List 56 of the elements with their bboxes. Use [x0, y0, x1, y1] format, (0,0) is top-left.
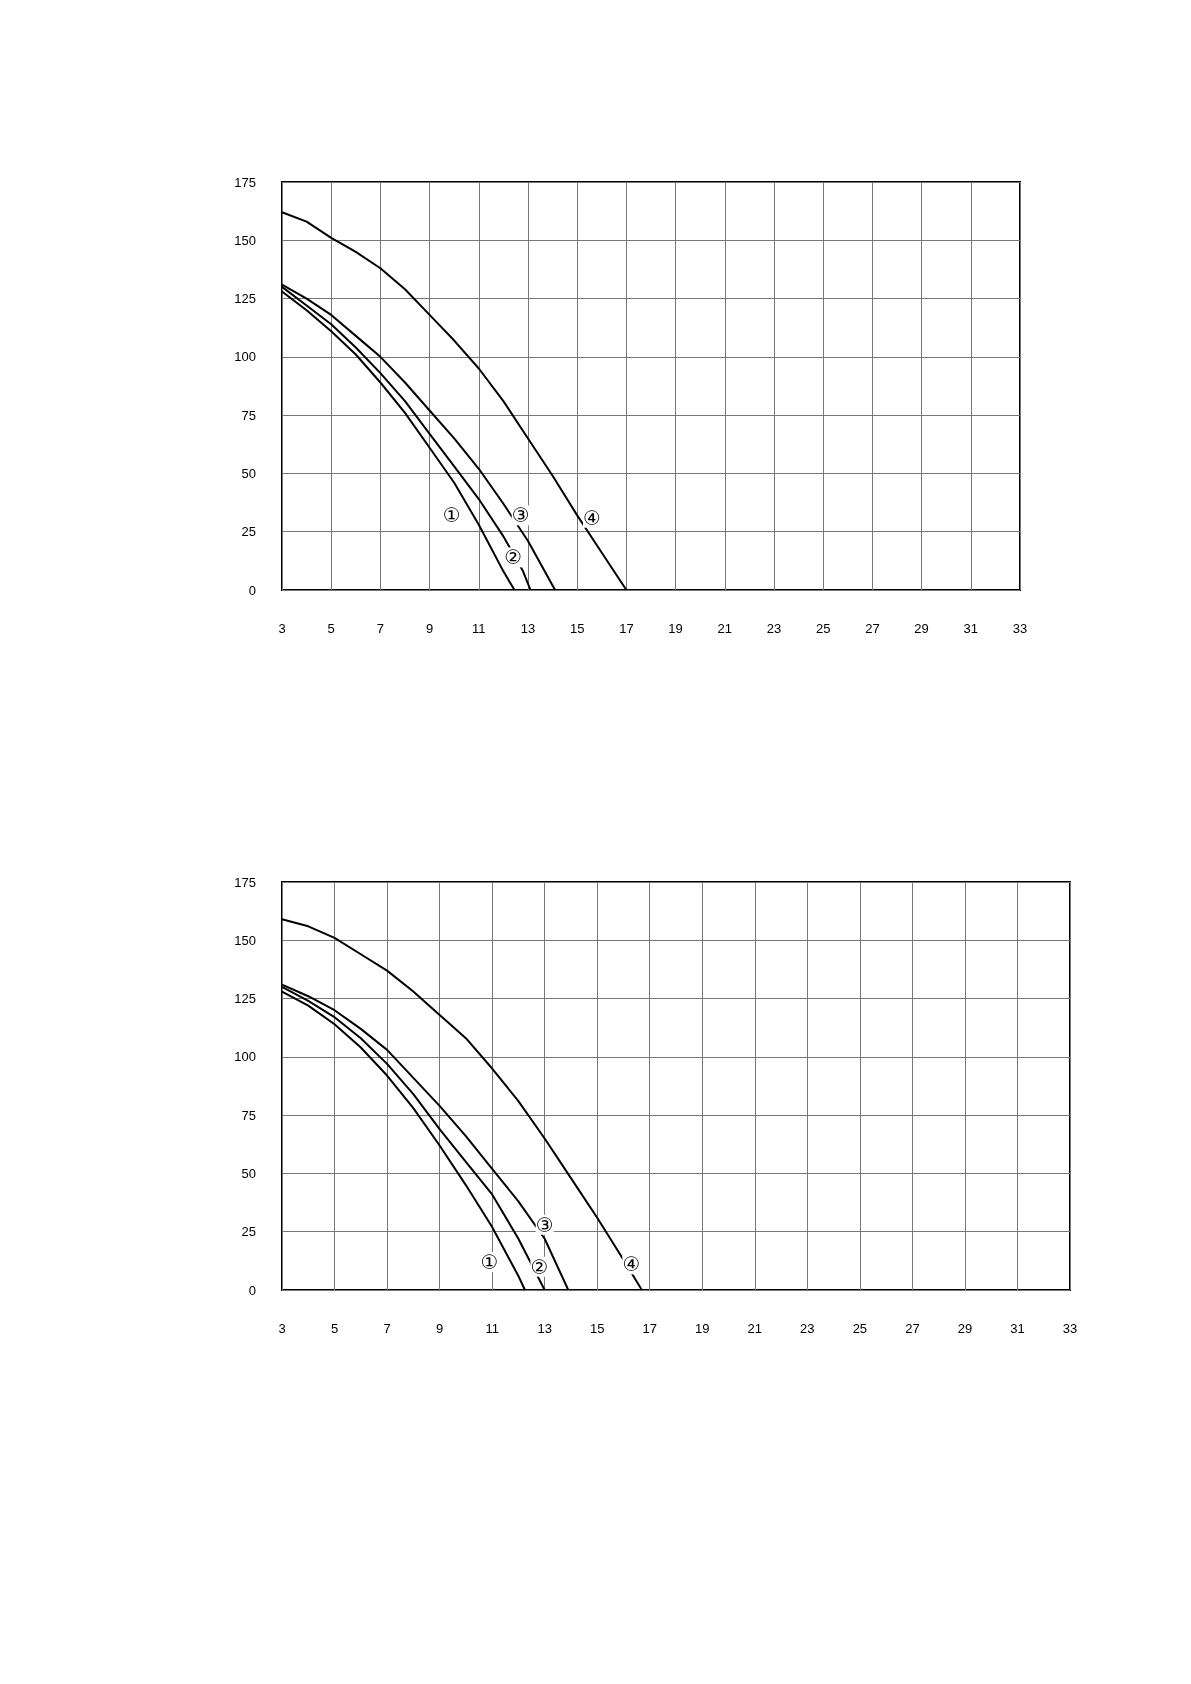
x-tick-label: 21: [717, 621, 733, 636]
annotation: ④: [582, 506, 601, 529]
y-tick-label: 150: [234, 932, 256, 948]
x-tick-label: 7: [376, 621, 385, 636]
x-tick-label: 23: [800, 1321, 815, 1336]
x-tick-label: 3: [278, 1321, 286, 1336]
x-tick-label: 29: [957, 1321, 973, 1336]
y-tick-label: 50: [241, 1165, 256, 1181]
y-tick-label: 150: [234, 232, 256, 248]
x-tick-label: 9: [425, 621, 434, 636]
x-tick-label: 25: [815, 621, 831, 636]
x-tick-label: 33: [1012, 621, 1028, 636]
y-tick-label: 175: [234, 174, 256, 190]
x-tick-label: 27: [865, 621, 880, 636]
x-tick-label: 17: [619, 621, 634, 636]
y-tick-label: 125: [234, 991, 256, 1007]
y-tick-label: 50: [241, 465, 256, 481]
y-tick-label: 125: [234, 291, 256, 307]
y-tick-label: 175: [234, 874, 256, 890]
annotation: ②: [530, 1255, 549, 1278]
y-tick-label: 0: [248, 1282, 256, 1298]
annotation: ③: [511, 504, 530, 527]
x-tick-label: 11: [485, 1321, 499, 1336]
x-tick-label: 31: [963, 621, 979, 636]
x-tick-label: 5: [327, 621, 335, 636]
x-tick-label: 5: [330, 1321, 339, 1336]
y-tick-label: 100: [234, 349, 256, 365]
annotation: ③: [535, 1213, 554, 1236]
x-tick-label: 15: [569, 621, 585, 636]
x-tick-label: 9: [435, 1321, 444, 1336]
x-tick-label: 25: [852, 1321, 868, 1336]
x-tick-label: 13: [520, 621, 536, 636]
y-tick-label: 75: [241, 407, 256, 423]
x-tick-label: 7: [383, 1321, 391, 1336]
x-tick-label: 13: [537, 1321, 552, 1336]
x-tick-label: 19: [695, 1321, 710, 1336]
x-tick-label: 17: [642, 1321, 657, 1336]
annotation: ①: [442, 504, 461, 527]
annotation: ④: [622, 1253, 641, 1276]
x-tick-label: 21: [747, 1321, 763, 1336]
x-tick-label: 11: [472, 621, 486, 636]
x-tick-label: 19: [668, 621, 683, 636]
annotation: ②: [504, 546, 523, 569]
x-tick-label: 27: [905, 1321, 920, 1336]
y-tick-label: 100: [234, 1049, 256, 1065]
annotation: ①: [480, 1251, 499, 1274]
y-tick-label: 25: [241, 1224, 256, 1240]
y-tick-label: 75: [241, 1107, 256, 1123]
y-tick-label: 25: [241, 524, 256, 540]
x-tick-label: 29: [914, 621, 929, 636]
y-tick-label: 0: [248, 582, 256, 598]
x-tick-label: 31: [1010, 1321, 1025, 1336]
x-tick-label: 33: [1062, 1321, 1078, 1336]
x-tick-label: 15: [589, 1321, 605, 1336]
x-tick-label: 23: [766, 621, 782, 636]
x-tick-label: 3: [278, 621, 286, 636]
